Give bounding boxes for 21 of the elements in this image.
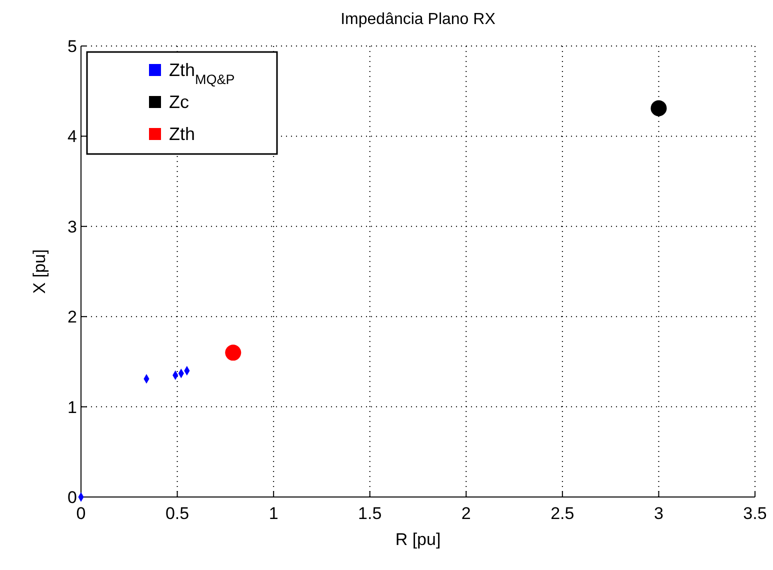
legend-label: Zth$_{MQ&P}$ [169,60,235,86]
legend-label: Zc [169,92,189,112]
x-axis-title: R [pu] [395,530,441,549]
x-tick-label: 3 [654,504,664,523]
y-tick-label: 0 [68,488,77,507]
point [225,344,242,361]
y-axis-title: X [pu] [30,249,49,294]
y-tick-label: 1 [68,398,77,417]
x-tick-label: 2 [461,504,471,523]
x-tick-label: 3.5 [743,504,767,523]
x-tick-label: 1.5 [358,504,382,523]
y-tick-label: 2 [68,308,77,327]
y-tick-label: 3 [68,217,77,236]
x-tick-label: 0.5 [165,504,190,523]
point [650,100,667,116]
x-tick-label: 2.5 [550,504,574,523]
legend-label: Zth [169,124,196,144]
x-tick-label: 1 [268,504,278,523]
y-tick-label: 4 [68,127,77,146]
y-tick-label: 5 [68,37,77,56]
chart-title: Impedância Plano RX [340,11,496,28]
